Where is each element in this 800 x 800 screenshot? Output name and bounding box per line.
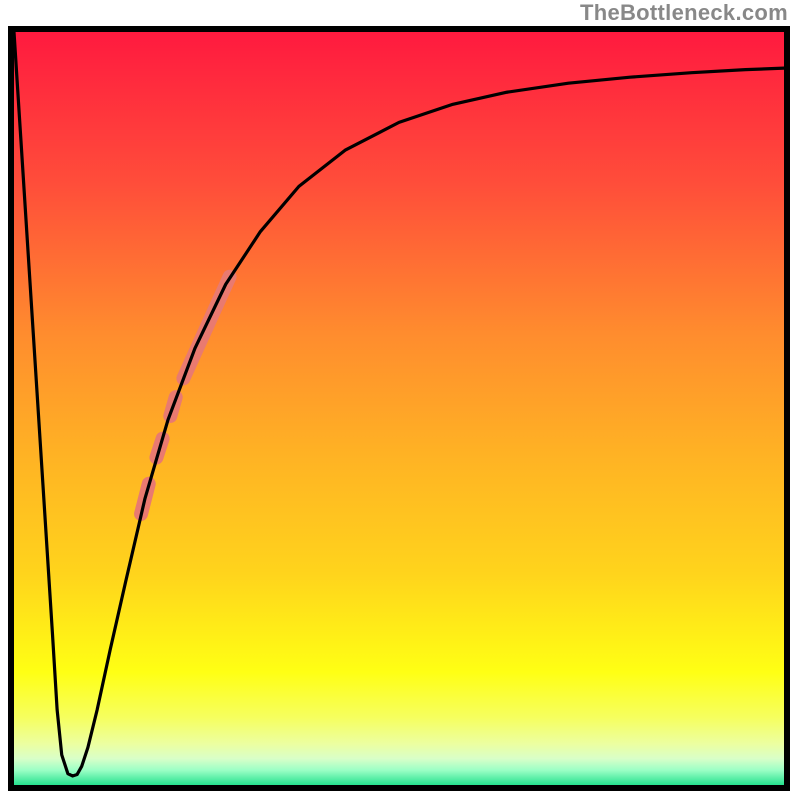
chart-svg [14,32,784,785]
chart-plot-area [8,26,790,791]
watermark-text: TheBottleneck.com [580,0,788,26]
background-gradient [14,32,784,785]
figure-root: TheBottleneck.com [0,0,800,800]
